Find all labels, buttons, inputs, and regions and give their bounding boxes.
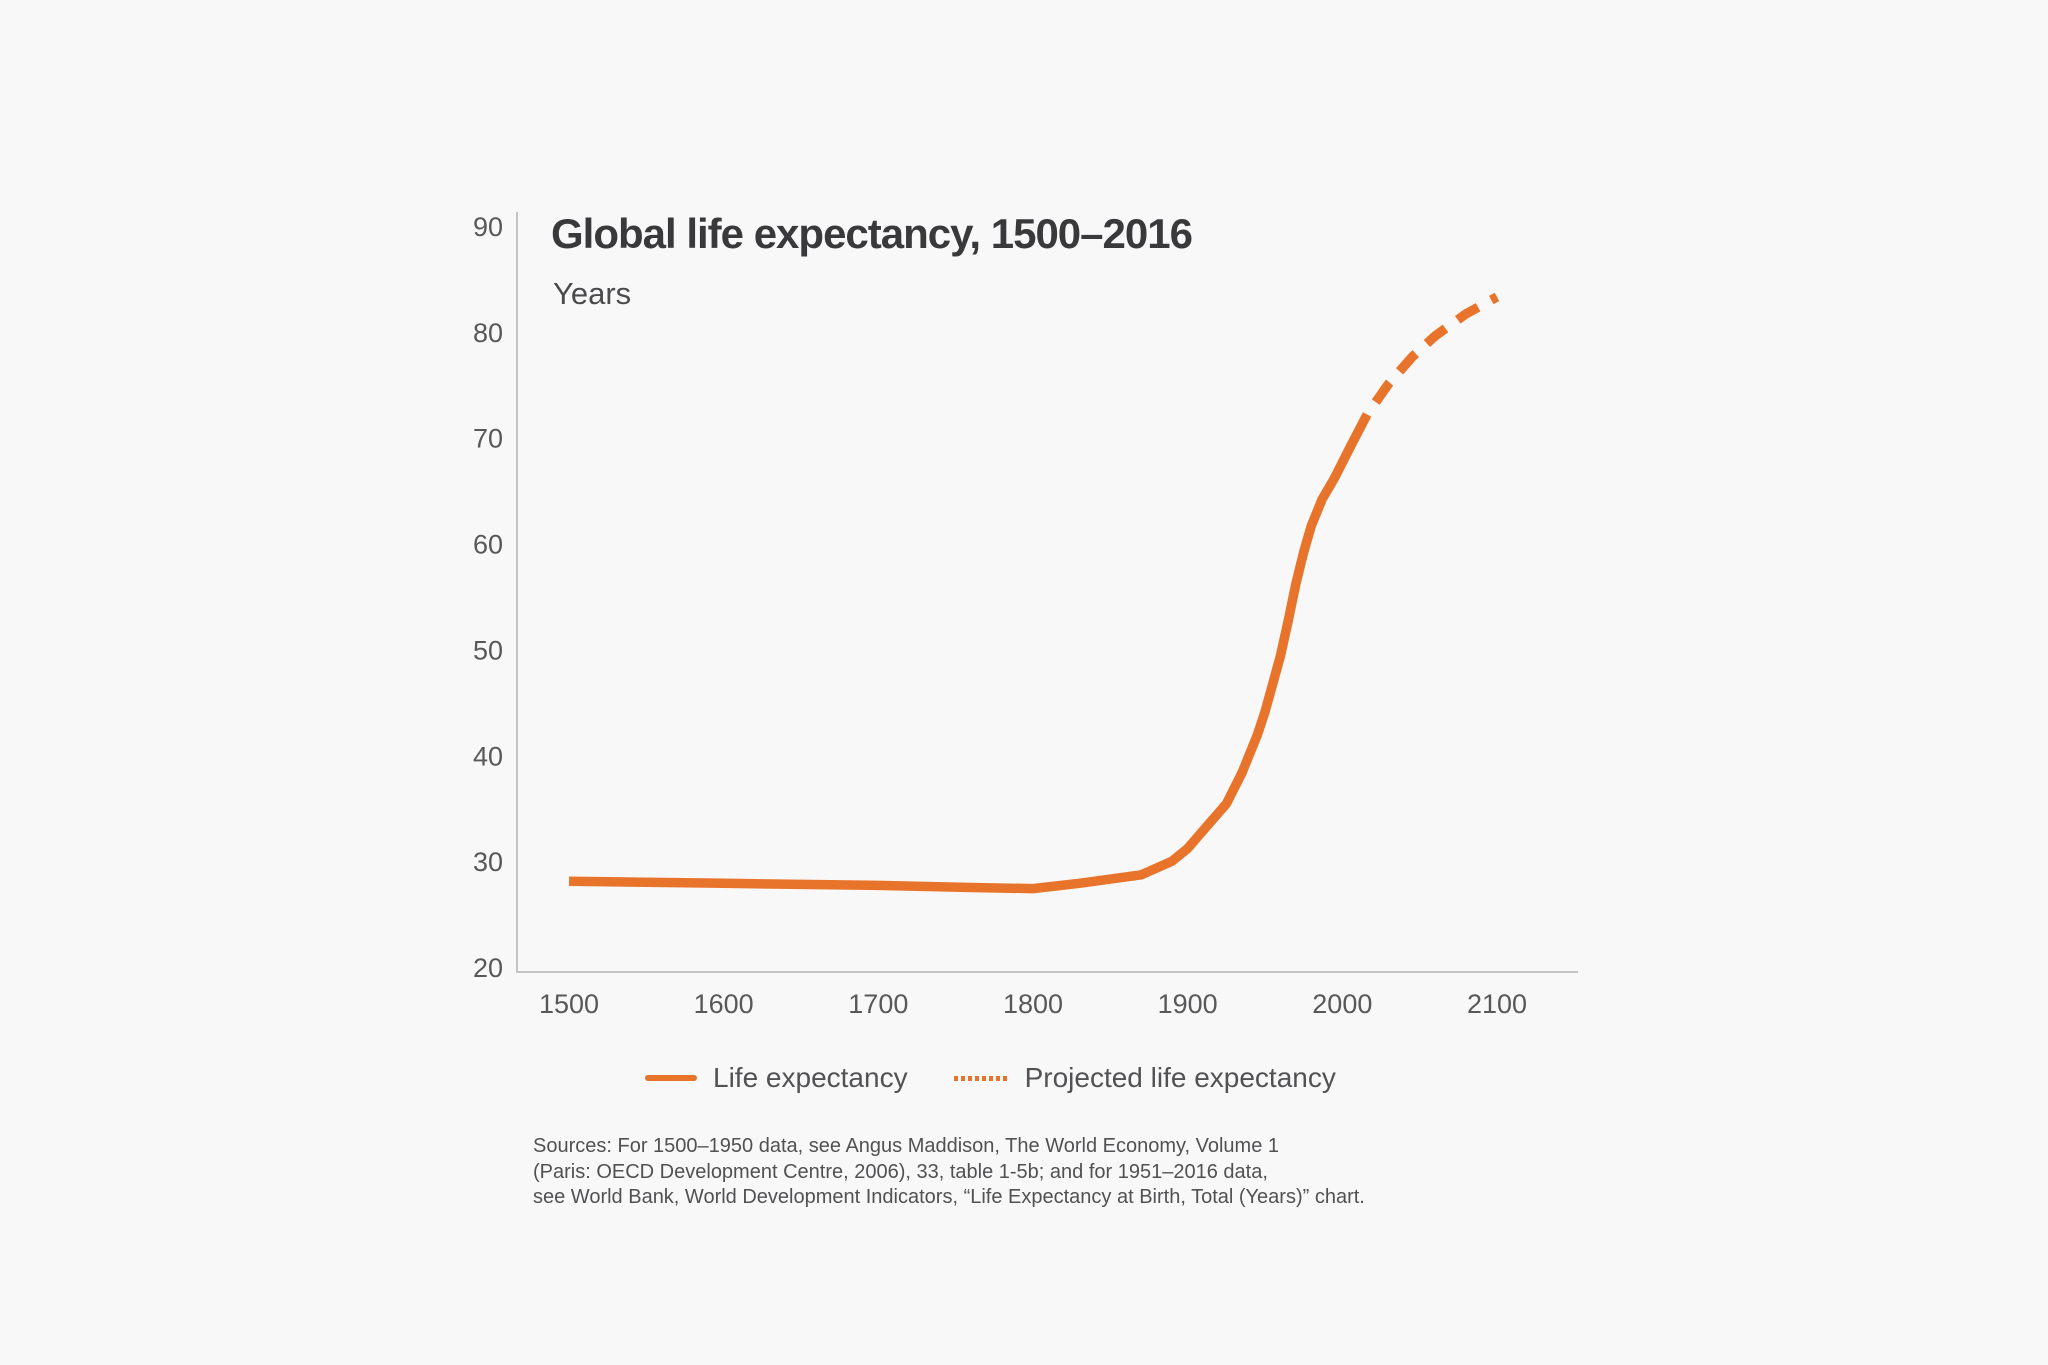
y-tick-label: 20 [473, 953, 503, 983]
legend-label-life-expectancy: Life expectancy [713, 1062, 908, 1093]
x-tick-label: 2000 [1312, 989, 1372, 1019]
projected-life-expectancy-line [1363, 292, 1500, 418]
x-tick-label: 1900 [1158, 989, 1218, 1019]
chart-title: Global life expectancy, 1500–2016 [551, 210, 1193, 257]
y-tick-label: 90 [473, 212, 503, 242]
x-tick-label: 1700 [848, 989, 908, 1019]
y-tick-label: 40 [473, 741, 503, 771]
legend-item-life-expectancy: Life expectancy [645, 1062, 908, 1094]
legend-solid-line-swatch [645, 1075, 697, 1081]
x-tick-label: 1500 [539, 989, 599, 1019]
y-tick-label: 80 [473, 318, 503, 348]
x-tick-label: 2100 [1467, 989, 1527, 1019]
y-tick-label: 30 [473, 847, 503, 877]
sources-line-3: see World Bank, World Development Indica… [533, 1186, 1365, 1208]
x-tick-label: 1600 [694, 989, 754, 1019]
life-expectancy-line [568, 412, 1372, 894]
chart-subtitle-ylabel: Years [553, 276, 632, 311]
y-tick-label: 70 [473, 424, 503, 454]
legend-label-projected-life-expectancy: Projected life expectancy [1024, 1062, 1336, 1093]
legend-item-projected-life-expectancy: Projected life expectancy [953, 1062, 1336, 1094]
chart-legend: Life expectancy Projected life expectanc… [645, 1062, 1336, 1094]
sources-line-2: (Paris: OECD Development Centre, 2006), … [533, 1160, 1268, 1183]
y-tick-label: 60 [473, 530, 503, 560]
y-tick-label: 50 [473, 635, 503, 665]
sources-line-1: Sources: For 1500–1950 data, see Angus M… [533, 1135, 1280, 1157]
sources-note: Sources: For 1500–1950 data, see Angus M… [533, 1134, 1365, 1211]
x-tick-label: 1800 [1003, 989, 1063, 1019]
legend-dotted-line-swatch [953, 1075, 1009, 1081]
